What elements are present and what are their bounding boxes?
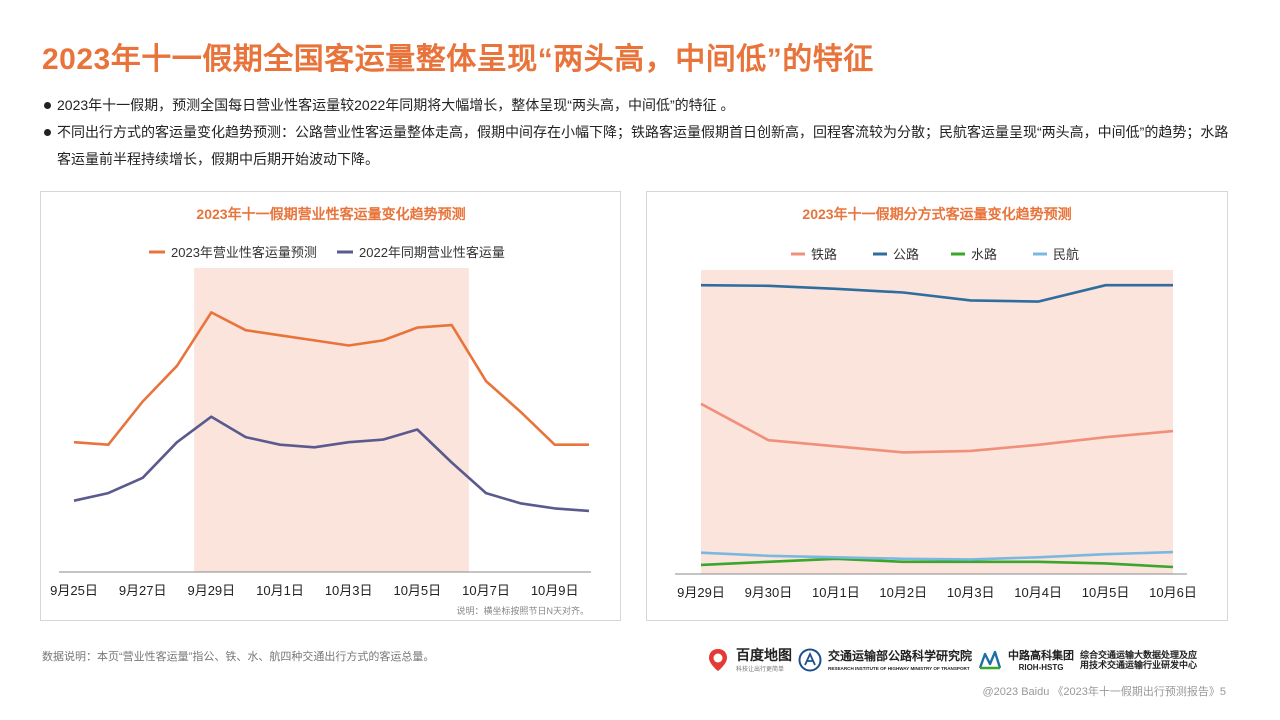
partner-logos: 百度地图 科技让出行更简单 交通运输部公路科学研究院 RESEARCH INST… — [706, 646, 1232, 674]
chart-title: 2023年十一假期营业性客运量变化趋势预测 — [196, 206, 465, 222]
baidu-map-slogan: 科技让出行更简单 — [736, 667, 785, 673]
x-tick-label: 10月3日 — [325, 583, 373, 598]
x-tick-label: 10月7日 — [462, 583, 510, 598]
x-tick-label: 10月4日 — [1014, 585, 1062, 600]
page-title: 2023年十一假期全国客运量整体呈现“两头高，中间低”的特征 — [42, 43, 874, 76]
holiday-highlight-band — [701, 270, 1173, 574]
baidu-map-logo: 百度地图 科技让出行更简单 — [736, 645, 792, 675]
research-center-logo: 综合交通运输大数据处理及应 用技术交通运输行业研发中心 — [1080, 650, 1197, 670]
legend-label: 铁路 — [811, 247, 837, 262]
legend-label: 公路 — [893, 247, 919, 262]
series-line — [700, 550, 1174, 561]
research-center-line-1: 综合交通运输大数据处理及应 — [1080, 650, 1198, 660]
rioh-name: 交通运输部公路科学研究院 — [828, 648, 973, 663]
x-tick-label: 9月25日 — [50, 583, 98, 598]
rioh-emblem-icon — [798, 648, 822, 672]
x-tick-label: 9月29日 — [187, 583, 235, 598]
research-center-line-2: 用技术交通运输行业研发中心 — [1080, 660, 1198, 670]
bullet-list: 2023年十一假期，预测全国每日营业性客运量较2022年同期将大幅增长，整体呈现… — [42, 92, 1232, 173]
chart-note: 说明：横坐标按照节日N天对齐。 — [456, 605, 589, 616]
series-line — [700, 402, 1174, 454]
legend-label: 2022年同期营业性客运量 — [359, 245, 505, 260]
series-line — [700, 283, 1173, 303]
hstg-name: 中路高科集团 — [1008, 650, 1075, 662]
holiday-highlight-band — [194, 268, 469, 572]
bullet-item: 不同出行方式的客运量变化趋势预测：公路营业性客运量整体走高，假期中间存在小幅下降… — [42, 119, 1232, 173]
hstg-mountain-icon — [978, 650, 1002, 670]
chart-panel-modes: 2023年十一假期分方式客运量变化趋势预测铁路 公路 水路 民航 9月29日 9月30日 1… — [646, 191, 1228, 621]
x-tick-label: 10月1日 — [812, 585, 860, 600]
hstg-logo: 中路高科集团 RIOH-HSTG — [1008, 647, 1074, 673]
x-tick-label: 10月5日 — [393, 583, 441, 598]
rioh-logo: 交通运输部公路科学研究院 RESEARCH INSTITUTE OF HIGHW… — [828, 647, 972, 674]
baidu-map-name: 百度地图 — [736, 647, 792, 663]
legend-label: 2023年营业性客运量预测 — [171, 245, 317, 260]
series-line — [73, 311, 589, 446]
copyright-page-number: @2023 Baidu 《2023年十一假期出行预测报告》5 — [982, 686, 1226, 698]
x-tick-label: 10月6日 — [1149, 585, 1197, 600]
rioh-english-name: RESEARCH INSTITUTE OF HIGHWAY MINISTRY O… — [828, 665, 970, 671]
x-tick-label: 10月2日 — [879, 585, 927, 600]
hstg-english-name: RIOH-HSTG — [1018, 663, 1064, 672]
x-tick-label: 10月1日 — [256, 583, 304, 598]
legend-label: 民航 — [1053, 247, 1079, 262]
total-passenger-chart: 2023年十一假期营业性客运量变化趋势预测 2023年营业性客运量预测 2022年同… — [50, 206, 591, 616]
x-tick-label: 10月3日 — [947, 585, 995, 600]
chart-panel-total: 2023年十一假期营业性客运量变化趋势预测 2023年营业性客运量预测 2022年同… — [40, 191, 621, 621]
x-tick-label: 9月29日 — [677, 585, 725, 600]
series-line — [700, 557, 1174, 569]
bullet-item: 2023年十一假期，预测全国每日营业性客运量较2022年同期将大幅增长，整体呈现… — [42, 92, 1232, 119]
series-line — [73, 415, 590, 513]
x-tick-label: 9月27日 — [119, 583, 167, 598]
chart-title: 2023年十一假期分方式客运量变化趋势预测 — [802, 206, 1071, 222]
legend-label: 水路 — [971, 247, 997, 262]
x-tick-label: 10月9日 — [531, 583, 579, 598]
x-tick-label: 10月5日 — [1082, 585, 1130, 600]
x-tick-label: 9月30日 — [745, 585, 793, 600]
baidu-map-pin-icon — [709, 649, 727, 671]
data-footnote: 数据说明：本页“营业性客运量”指公、铁、水、航四种交通出行方式的客运总量。 — [42, 651, 435, 663]
